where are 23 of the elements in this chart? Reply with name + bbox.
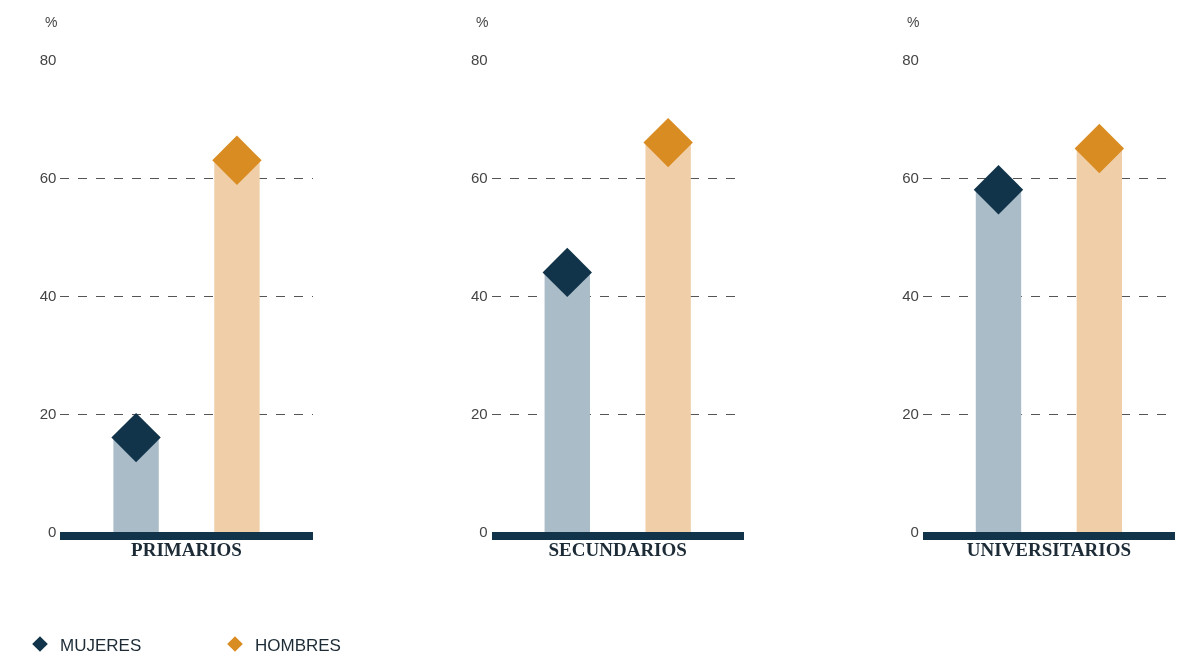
legend-label: HOMBRES bbox=[255, 635, 341, 655]
x-axis-title: PRIMARIOS bbox=[131, 538, 242, 560]
y-tick-label: 80 bbox=[39, 51, 57, 69]
y-tick-label: 20 bbox=[902, 405, 919, 423]
y-tick-label: 80 bbox=[470, 51, 488, 69]
y-tick-label: 0 bbox=[479, 523, 488, 541]
y-tick-label: 80 bbox=[902, 51, 919, 69]
y-axis-title: % bbox=[907, 14, 920, 30]
y-tick-label: 20 bbox=[470, 405, 488, 423]
y-tick-label: 40 bbox=[39, 287, 57, 305]
y-tick-label: 40 bbox=[902, 287, 919, 305]
y-tick-label: 60 bbox=[470, 169, 488, 187]
y-tick-label: 60 bbox=[39, 169, 57, 187]
y-tick-label: 0 bbox=[910, 523, 919, 541]
x-axis-title: UNIVERSITARIOS bbox=[966, 538, 1132, 560]
legend-label: MUJERES bbox=[60, 635, 142, 655]
x-axis-title: SECUNDARIOS bbox=[548, 538, 687, 560]
y-tick-label: 60 bbox=[902, 169, 919, 187]
y-tick-label: 20 bbox=[39, 405, 57, 423]
y-axis-title: % bbox=[476, 14, 489, 30]
y-tick-label: 0 bbox=[48, 523, 57, 541]
y-axis-title: % bbox=[45, 14, 58, 30]
y-tick-label: 40 bbox=[470, 287, 488, 305]
